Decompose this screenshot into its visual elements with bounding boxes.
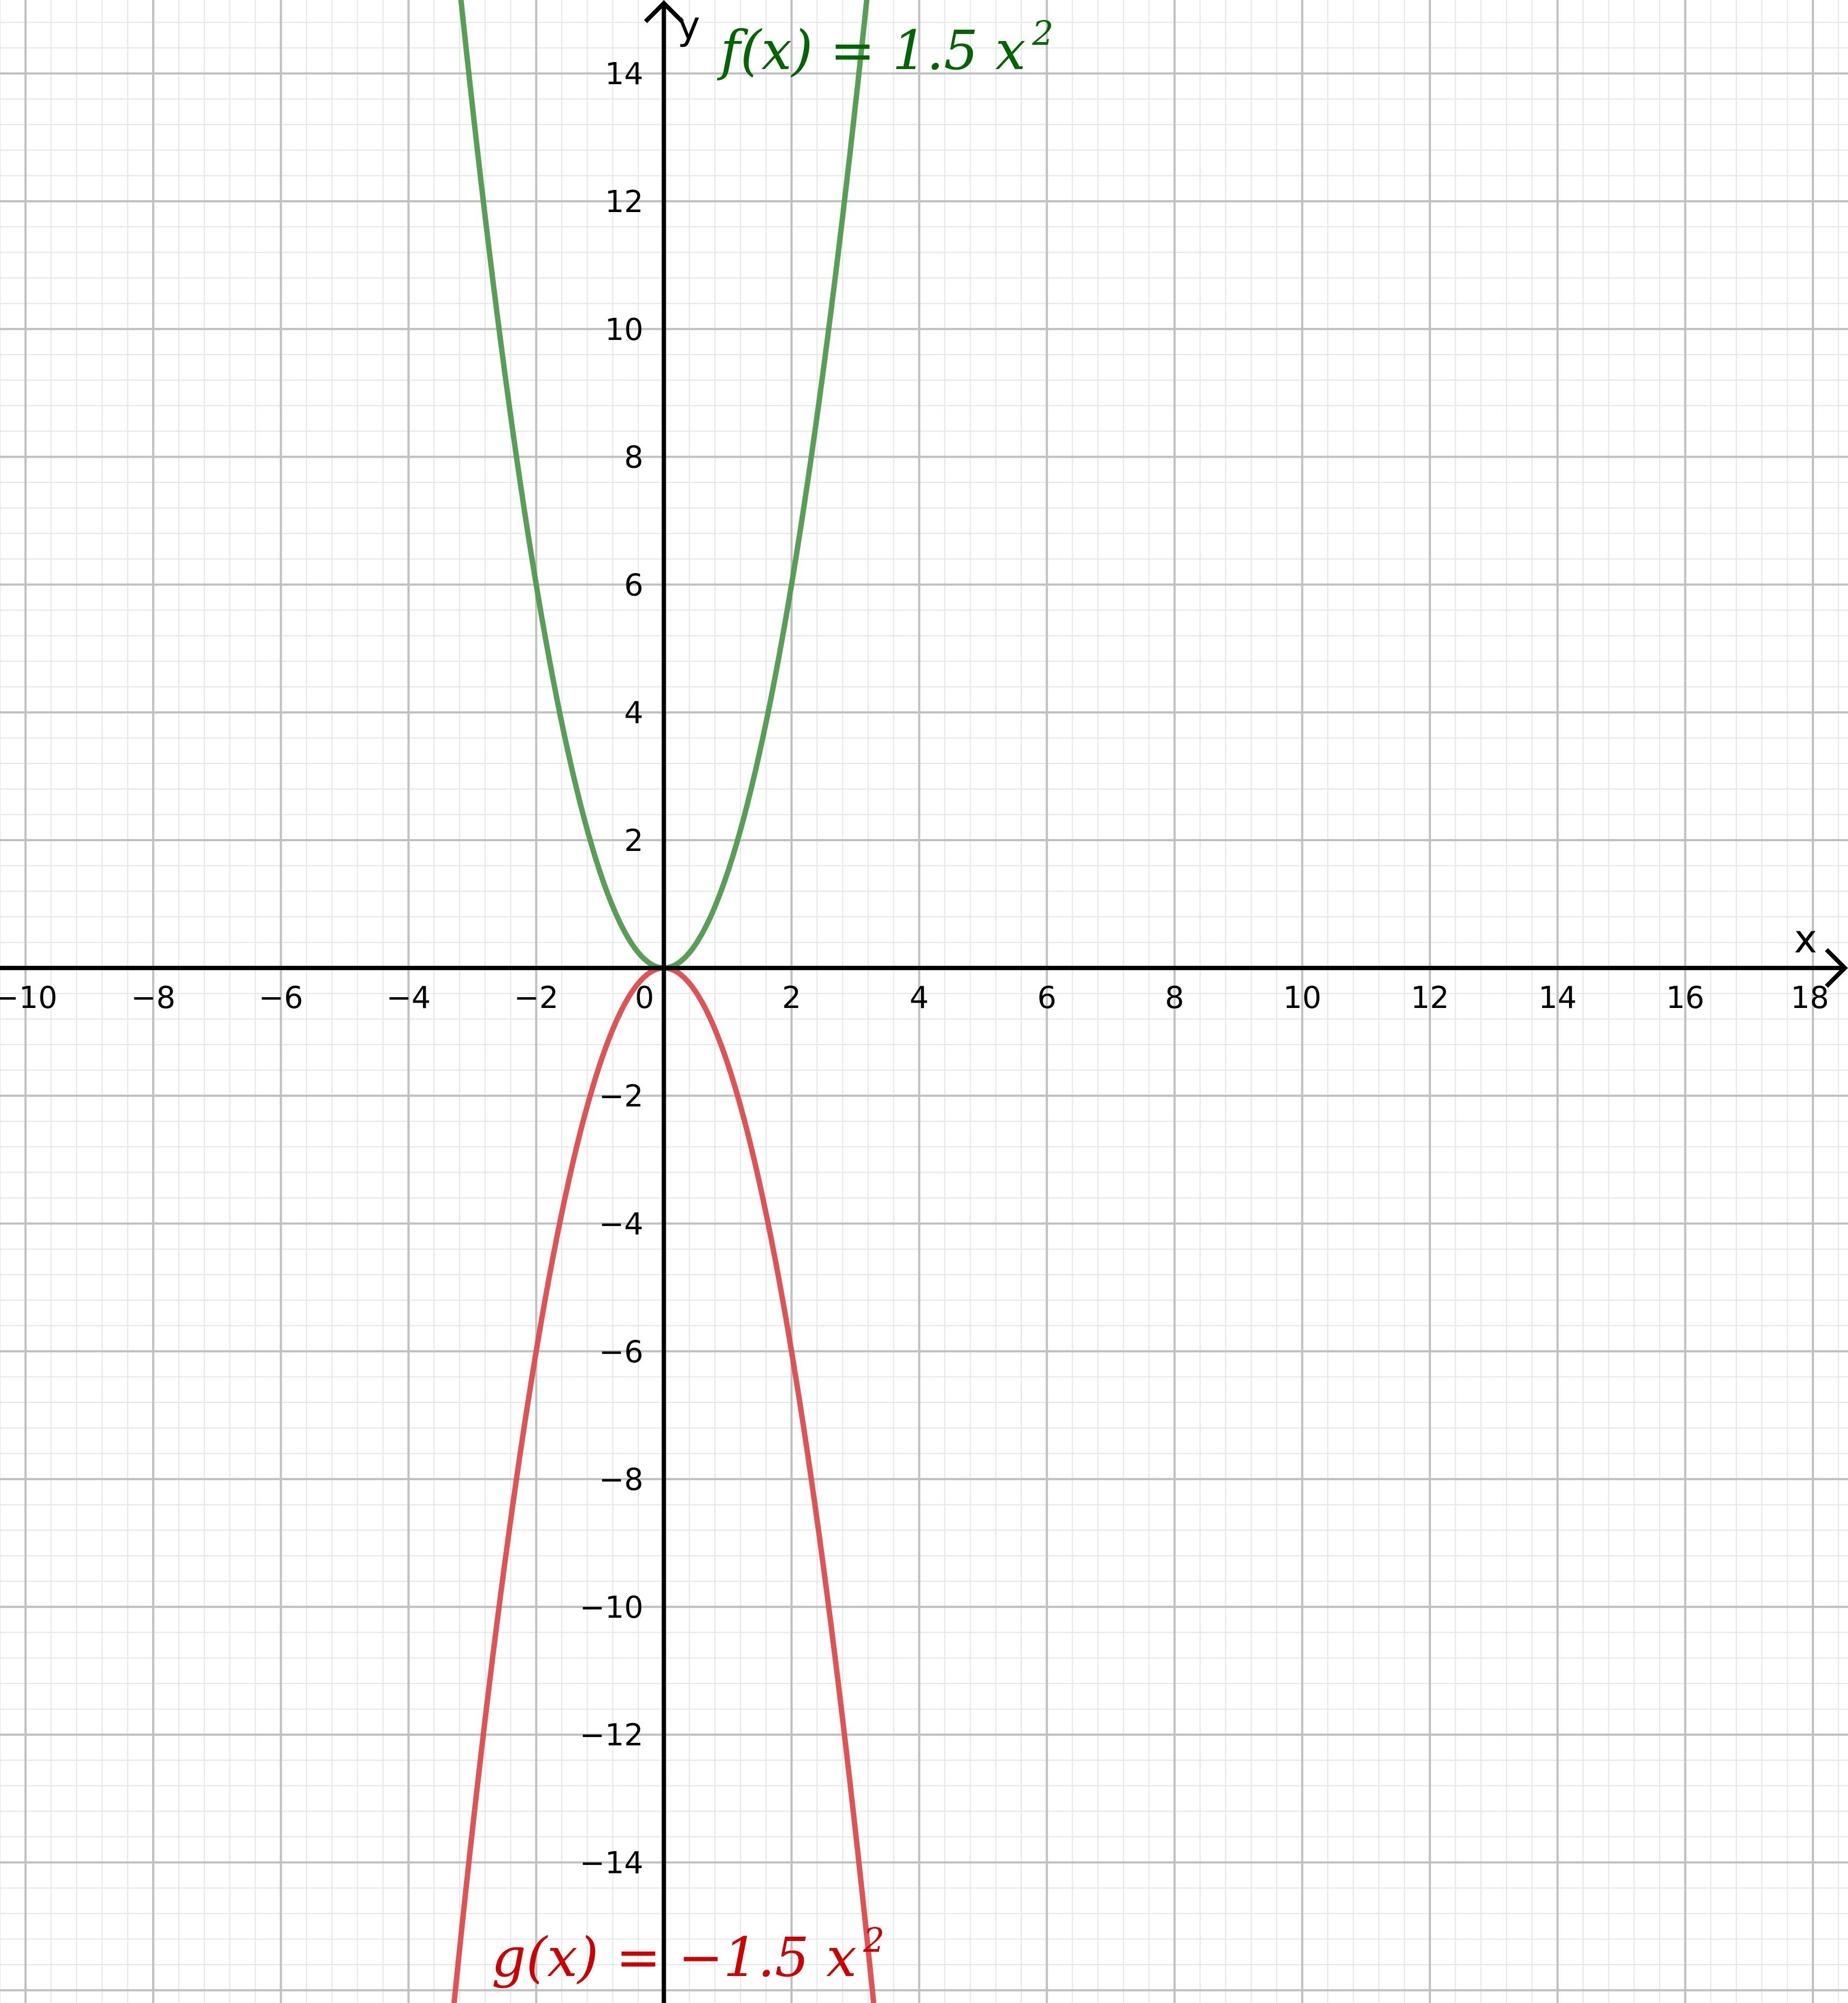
y-tick-label: −4 — [599, 1207, 644, 1242]
f-formula-text: f(x) = 1.5 x — [717, 19, 1026, 82]
x-tick-label: 12 — [1410, 980, 1449, 1016]
y-tick-label: −10 — [579, 1590, 643, 1625]
y-tick-label: 2 — [624, 823, 644, 859]
y-tick-label: 14 — [605, 57, 643, 92]
x-tick-label: 16 — [1666, 980, 1704, 1016]
x-tick-label: 2 — [782, 980, 801, 1016]
x-tick-label: −6 — [258, 980, 303, 1016]
y-tick-label: 10 — [605, 312, 643, 348]
x-tick-label: −4 — [386, 980, 431, 1016]
y-tick-label: −8 — [599, 1462, 644, 1497]
g-formula-text: g(x) = −1.5 x — [492, 1926, 857, 1989]
f-formula-exponent: 2 — [1032, 13, 1053, 53]
g-formula-exponent: 2 — [863, 1920, 884, 1960]
x-tick-label: 4 — [910, 980, 929, 1016]
tick-labels: −10 −8 −6 −4 −2 0 2 4 6 8 10 12 14 16 18 −14 −12 −10 −8 −6 −… — [0, 57, 1829, 1881]
x-axis-arrow-icon — [1825, 948, 1848, 988]
y-tick-label: 4 — [624, 696, 644, 731]
x-tick-label: 10 — [1283, 980, 1321, 1016]
y-tick-label: 6 — [624, 568, 644, 603]
x-tick-label: −8 — [131, 980, 176, 1016]
x-tick-label: 18 — [1791, 980, 1829, 1016]
x-tick-label: −2 — [514, 980, 559, 1016]
y-tick-label: 8 — [624, 440, 644, 475]
x-tick-label: 8 — [1165, 980, 1184, 1016]
x-tick-label: −10 — [0, 980, 57, 1016]
x-tick-label: 0 — [635, 980, 654, 1016]
y-axis-label: y — [677, 3, 700, 48]
y-tick-label: 12 — [605, 185, 643, 220]
y-tick-label: −6 — [599, 1334, 644, 1370]
x-axis-label: x — [1794, 916, 1817, 962]
x-tick-label: 14 — [1538, 980, 1577, 1016]
y-axis-arrow-icon — [644, 0, 684, 23]
x-tick-label: 6 — [1037, 980, 1056, 1016]
y-tick-label: −12 — [579, 1718, 643, 1753]
y-tick-label: −14 — [579, 1846, 643, 1881]
y-tick-label: −2 — [599, 1079, 644, 1114]
